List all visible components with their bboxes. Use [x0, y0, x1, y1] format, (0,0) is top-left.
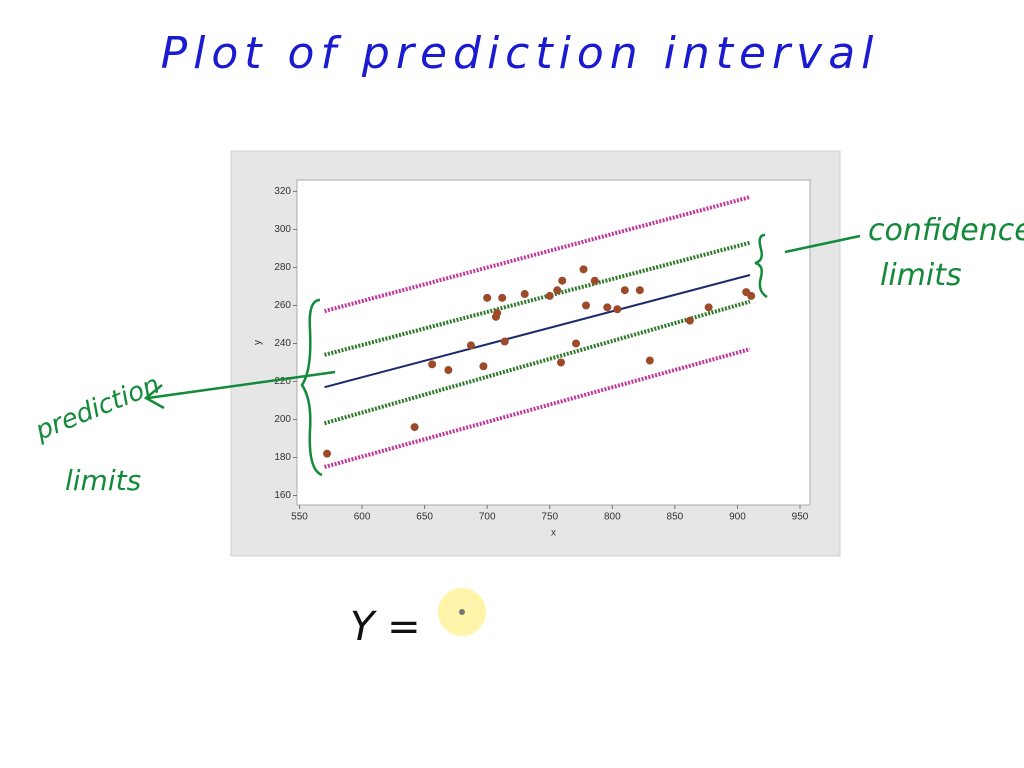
point: [635, 286, 644, 295]
point: [620, 286, 629, 295]
x-tick-label: 900: [729, 512, 746, 523]
point: [603, 303, 612, 312]
point: [520, 290, 529, 299]
confidence-label: confidence: [868, 213, 1024, 248]
y-tick-label: 220: [274, 376, 291, 387]
confidence-label: limits: [880, 258, 962, 293]
point: [579, 265, 588, 274]
x-tick-label: 750: [541, 512, 558, 523]
y-tick-label: 280: [274, 262, 291, 273]
fit-line: [323, 299, 751, 426]
point: [483, 293, 492, 302]
cursor-dot: [459, 609, 465, 615]
point: [466, 341, 475, 350]
x-tick-label: 850: [667, 512, 684, 523]
x-tick-label: 800: [604, 512, 621, 523]
point: [582, 301, 591, 310]
x-tick-label: 550: [291, 512, 308, 523]
point: [645, 356, 654, 365]
prediction-label: prediction: [30, 370, 164, 447]
prediction-label: limits: [65, 464, 141, 497]
y-tick-label: 300: [274, 224, 291, 235]
x-tick-label: 700: [479, 512, 496, 523]
equation: Y =: [350, 604, 421, 650]
point: [444, 366, 453, 375]
point: [685, 316, 694, 325]
point: [410, 423, 419, 432]
x-tick-label: 600: [354, 512, 371, 523]
point: [590, 276, 599, 285]
arrow-head: [143, 384, 165, 410]
heading: Plot of prediction interval: [161, 28, 880, 79]
point: [572, 339, 581, 348]
point: [704, 303, 713, 312]
y-tick-label: 160: [274, 490, 291, 501]
point: [500, 337, 509, 346]
point: [323, 449, 332, 458]
y-tick-label: 260: [274, 300, 291, 311]
point: [613, 305, 622, 314]
fit-line: [324, 274, 751, 389]
confidence-pointer: [784, 234, 861, 254]
point: [498, 293, 507, 302]
y-tick-label: 180: [274, 452, 291, 463]
chart: 550 600 650 700 750 800 850 900 950 160 180 200 220 2…: [253, 186, 809, 539]
point: [558, 276, 567, 285]
point: [553, 286, 562, 295]
point: [545, 291, 554, 300]
y-tick-label: 240: [274, 338, 291, 349]
point: [493, 309, 502, 318]
x-tick-label: 950: [792, 512, 809, 523]
point: [747, 291, 756, 300]
confidence-brace: [754, 233, 768, 299]
y-tick-label: 200: [274, 414, 291, 425]
point: [557, 358, 566, 367]
point: [428, 360, 437, 369]
point: [479, 362, 488, 371]
prediction-pointer: [147, 370, 336, 400]
x-axis-label: x: [551, 528, 556, 539]
y-tick-label: 320: [274, 186, 291, 197]
fit-line: [323, 347, 751, 469]
prediction-brace: [300, 298, 323, 477]
y-axis-label: y: [253, 340, 264, 345]
x-tick-label: 650: [416, 512, 433, 523]
